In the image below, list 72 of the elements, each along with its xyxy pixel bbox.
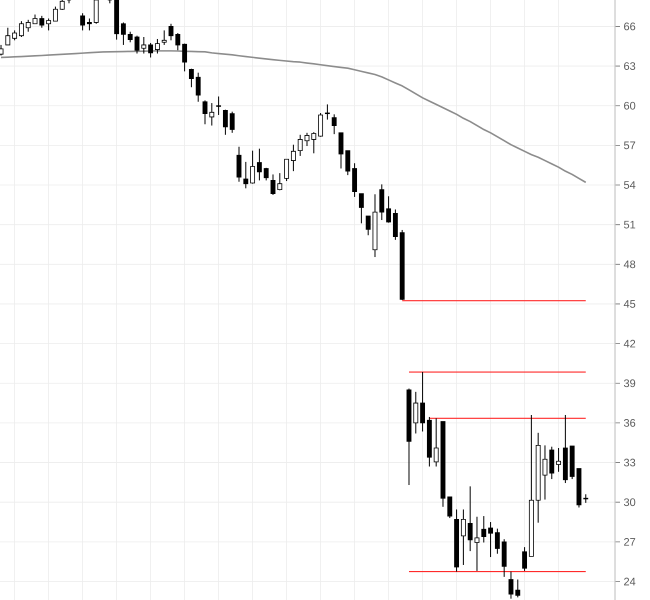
candlestick (26, 19, 31, 32)
y-tick-label: 66 (624, 22, 636, 30)
y-tick-label: 33 (624, 458, 636, 466)
y-tick-label: 27 (624, 538, 636, 546)
candlestick (134, 35, 140, 54)
y-tick-label: 63 (624, 62, 636, 70)
candlestick (284, 158, 290, 182)
candlestick (508, 571, 514, 600)
candlestick (32, 14, 38, 24)
candlestick (148, 42, 154, 58)
y-tick-label: 57 (624, 142, 636, 150)
candlestick (168, 23, 174, 41)
y-tick-label: 60 (624, 102, 636, 110)
candlestick (18, 20, 24, 38)
candlestick (222, 109, 228, 136)
candlestick (474, 516, 480, 572)
candlestick (290, 144, 296, 172)
candlestick (270, 174, 276, 196)
candlestick (154, 38, 160, 54)
candlestick (128, 31, 133, 43)
candlestick (338, 132, 344, 169)
candlestick (345, 150, 350, 176)
y-tick-label: 24 (624, 578, 636, 586)
candlestick (216, 96, 222, 116)
candlestick (120, 22, 126, 46)
candlestick (277, 172, 282, 191)
candlestick (515, 579, 520, 598)
candlestick (264, 167, 269, 181)
y-tick-label: 54 (624, 181, 636, 189)
candlestick (358, 193, 364, 224)
candlestick (256, 148, 262, 181)
candlestick (420, 372, 426, 432)
candlestick (86, 18, 92, 31)
candlestick (80, 12, 86, 31)
y-tick-label: 42 (624, 340, 636, 348)
candlestick (52, 6, 58, 22)
candlestick (379, 184, 384, 221)
y-tick-label: 51 (624, 220, 636, 228)
candlestick (188, 68, 194, 88)
candlestick (488, 522, 494, 558)
candlestick (413, 391, 418, 434)
candlestick (202, 100, 208, 125)
candlestick (522, 546, 528, 572)
candlestick (250, 150, 256, 184)
candlestick (352, 162, 358, 198)
candlestick (366, 216, 371, 236)
candlestick (230, 111, 235, 134)
candlestick (209, 102, 214, 126)
candlestick (542, 444, 548, 500)
candlestick (94, 0, 99, 24)
candlestick (386, 196, 392, 224)
candlestick (318, 112, 324, 138)
y-tick-label: 36 (624, 419, 636, 427)
candlestick (182, 43, 188, 72)
candlestick (324, 104, 330, 120)
candlestick (332, 114, 337, 135)
y-tick-label: 39 (624, 379, 636, 388)
candlestick (549, 446, 554, 480)
candlestick (196, 72, 201, 102)
candlestick (447, 496, 452, 519)
candlestick (298, 134, 303, 156)
y-tick-label: 30 (624, 498, 636, 506)
y-tick-label: 48 (624, 260, 636, 268)
candlestick (311, 132, 316, 154)
candlestick (141, 36, 146, 54)
y-tick-label: 45 (624, 300, 636, 308)
candlestick (304, 132, 310, 147)
candlestick (236, 146, 242, 182)
candlestick (481, 516, 486, 544)
candlestick (556, 448, 562, 472)
candlestick (175, 32, 180, 51)
candlestick (243, 161, 248, 189)
